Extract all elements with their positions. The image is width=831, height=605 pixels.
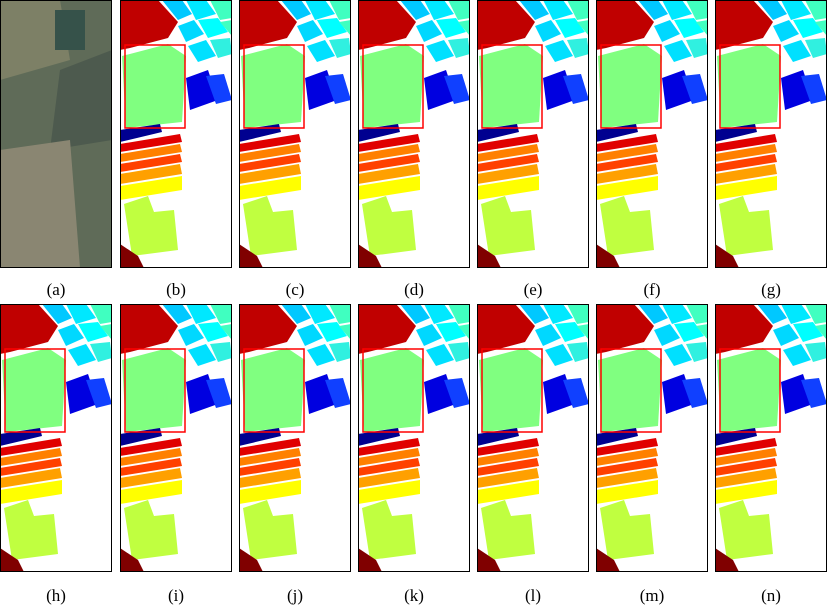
- panel-border: [239, 304, 351, 572]
- panel-label: (b): [166, 280, 186, 299]
- panel-border: [0, 304, 112, 572]
- classification-map: [477, 304, 589, 572]
- classification-map: [596, 304, 708, 572]
- panel-border: [477, 304, 589, 572]
- panel-border: [715, 304, 827, 572]
- classification-map: [0, 304, 112, 572]
- classification-map: [596, 0, 708, 268]
- panel-border: [477, 0, 589, 268]
- panel-label: (c): [286, 280, 305, 299]
- classification-map: [715, 304, 827, 572]
- panel-border: [596, 0, 708, 268]
- panel-border: [0, 0, 112, 268]
- panel-border: [239, 0, 351, 268]
- panel-label: (i): [168, 586, 184, 605]
- classification-map: [477, 0, 589, 268]
- panel-label: (d): [404, 280, 424, 299]
- panel-label: (k): [404, 586, 424, 605]
- panel-label: (f): [644, 280, 661, 299]
- panel-border: [358, 0, 470, 268]
- panel-label: (h): [46, 586, 66, 605]
- panel-label: (j): [287, 586, 303, 605]
- aerial-field: [0, 0, 70, 80]
- panel-border: [358, 304, 470, 572]
- panel-label: (a): [47, 280, 66, 299]
- panel-label: (l): [525, 586, 541, 605]
- classification-map: [239, 0, 351, 268]
- classification-map: [715, 0, 827, 268]
- classification-map: [120, 304, 232, 572]
- aerial-field: [50, 50, 112, 150]
- aerial-field: [55, 10, 85, 50]
- classification-map: [358, 0, 470, 268]
- panel-border: [120, 0, 232, 268]
- panel-border: [596, 304, 708, 572]
- aerial-field: [0, 140, 80, 268]
- classification-map: [120, 0, 232, 268]
- panel-label: (n): [761, 586, 781, 605]
- panel-label: (e): [524, 280, 543, 299]
- panel-border: [715, 0, 827, 268]
- panel-border: [120, 304, 232, 572]
- classification-map: [358, 304, 470, 572]
- classification-map: [239, 304, 351, 572]
- panel-label: (m): [640, 586, 665, 605]
- panel-label: (g): [761, 280, 781, 299]
